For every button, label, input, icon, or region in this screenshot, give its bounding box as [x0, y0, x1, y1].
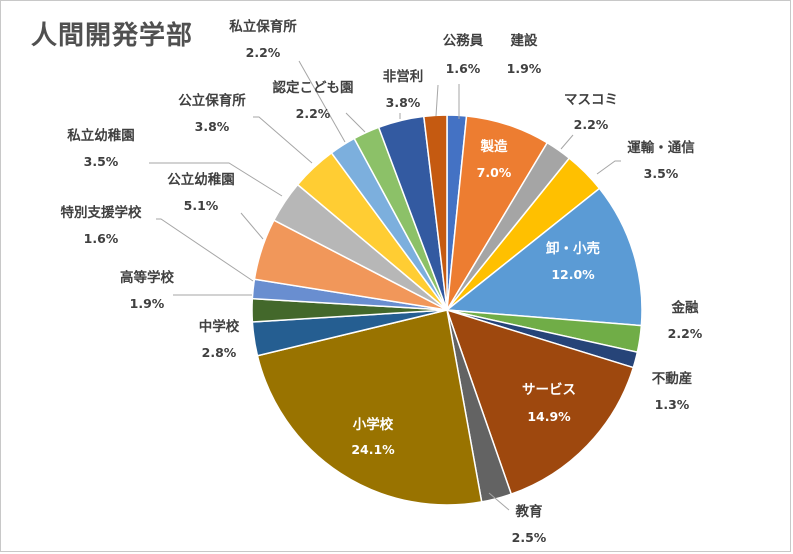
slice-label: 不動産 [652, 370, 693, 387]
pie-slice [422, 114, 448, 311]
leader-line [156, 218, 254, 282]
slice-label: 公務員 [443, 32, 484, 49]
slice-label: 中学校 [199, 318, 240, 335]
slice-label: 金融 [671, 299, 700, 316]
pie-slice [445, 308, 635, 496]
leader-line [596, 160, 621, 175]
slice-value-label: 5.1% [184, 198, 219, 213]
slice-label: 私立幼稚園 [67, 127, 135, 144]
slice-value-label: 1.9% [507, 61, 542, 76]
leader-line [253, 116, 313, 164]
leader-line [240, 212, 264, 240]
leader-line [435, 84, 439, 117]
slice-value-label: 1.3% [655, 397, 690, 412]
slice-value-label: 1.6% [84, 231, 119, 246]
slice-value-label: 3.5% [644, 166, 679, 181]
slice-label: サービス [522, 382, 576, 398]
slice-value-label: 2.2% [668, 326, 703, 341]
slice-value-label: 7.0% [477, 165, 512, 180]
slice-value-label: 2.2% [246, 45, 281, 60]
slice-value-label: 3.8% [195, 119, 230, 134]
slice-label: 教育 [516, 503, 543, 520]
slice-label: マスコミ [564, 92, 618, 108]
slice-value-label: 12.0% [551, 267, 595, 282]
slice-value-label: 1.6% [446, 61, 481, 76]
slice-label: 建設 [510, 32, 539, 49]
slice-value-label: 3.8% [386, 95, 421, 110]
slice-label: 非営利 [383, 68, 424, 85]
leader-line [149, 162, 283, 197]
slice-value-label: 2.2% [296, 106, 331, 121]
pie-slice [445, 187, 643, 327]
slice-value-label: 14.9% [527, 409, 571, 424]
slice-value-label: 24.1% [351, 442, 395, 457]
slice-label: 製造 [480, 138, 508, 155]
chart-title: 人間開発学部 [31, 21, 194, 51]
slice-label: 公立幼稚園 [167, 171, 235, 188]
pie-slice [256, 309, 483, 506]
slice-label: 公立保育所 [178, 92, 246, 109]
leader-line [488, 492, 510, 511]
slice-value-label: 3.5% [84, 154, 119, 169]
slice-label: 私立保育所 [229, 18, 297, 35]
slice-value-label: 2.2% [574, 117, 609, 132]
leader-line [560, 134, 574, 150]
slice-value-label: 1.9% [130, 296, 165, 311]
slice-label: 卸・小売 [546, 240, 600, 257]
leader-line [345, 112, 366, 133]
slice-label: 小学校 [353, 416, 394, 433]
slice-label: 特別支援学校 [61, 204, 142, 221]
slice-value-label: 2.5% [512, 530, 547, 545]
slice-label: 運輸・通信 [627, 139, 695, 156]
slice-value-label: 2.8% [202, 345, 237, 360]
leader-line [298, 60, 346, 143]
slice-label: 認定こども園 [273, 79, 354, 96]
slice-label: 高等学校 [120, 269, 174, 286]
